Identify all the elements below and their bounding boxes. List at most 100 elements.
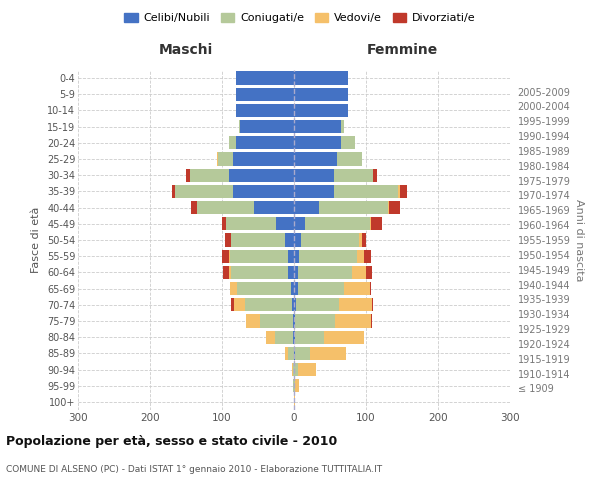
Bar bbox=[233, 152, 294, 166]
Text: COMUNE DI ALSENO (PC) - Dati ISTAT 1° gennaio 2010 - Elaborazione TUTTITALIA.IT: COMUNE DI ALSENO (PC) - Dati ISTAT 1° ge… bbox=[6, 465, 382, 474]
Bar bbox=[172, 185, 175, 198]
Bar bbox=[400, 185, 407, 198]
Bar bbox=[301, 234, 359, 246]
Bar bbox=[295, 314, 335, 328]
Bar bbox=[319, 201, 388, 214]
Bar bbox=[359, 234, 362, 246]
Bar bbox=[373, 168, 377, 182]
Bar bbox=[294, 168, 334, 182]
Bar bbox=[230, 250, 287, 263]
Bar bbox=[222, 250, 229, 263]
Bar bbox=[230, 234, 232, 246]
Bar bbox=[294, 217, 305, 230]
Bar bbox=[190, 168, 229, 182]
Bar bbox=[298, 363, 316, 376]
Bar bbox=[334, 168, 373, 182]
Bar bbox=[294, 298, 296, 312]
Bar bbox=[284, 346, 288, 360]
Bar bbox=[298, 282, 344, 295]
Bar bbox=[335, 314, 371, 328]
Bar bbox=[294, 346, 295, 360]
Bar bbox=[294, 152, 337, 166]
Bar bbox=[344, 282, 370, 295]
Text: Maschi: Maschi bbox=[159, 44, 213, 58]
Bar bbox=[294, 201, 319, 214]
Bar bbox=[295, 379, 299, 392]
Bar bbox=[266, 330, 275, 344]
Y-axis label: Fasce di età: Fasce di età bbox=[31, 207, 41, 273]
Bar bbox=[229, 250, 230, 263]
Bar bbox=[293, 379, 294, 392]
Bar bbox=[245, 298, 292, 312]
Bar bbox=[236, 88, 294, 101]
Bar bbox=[299, 250, 356, 263]
Bar bbox=[340, 298, 372, 312]
Bar bbox=[233, 185, 294, 198]
Bar bbox=[294, 363, 298, 376]
Bar bbox=[337, 152, 362, 166]
Y-axis label: Anni di nascita: Anni di nascita bbox=[574, 198, 584, 281]
Bar bbox=[229, 168, 294, 182]
Bar bbox=[229, 266, 230, 279]
Bar bbox=[334, 185, 398, 198]
Bar bbox=[294, 185, 334, 198]
Bar bbox=[237, 282, 291, 295]
Bar bbox=[223, 266, 229, 279]
Bar bbox=[225, 234, 230, 246]
Bar bbox=[398, 185, 400, 198]
Bar bbox=[294, 250, 299, 263]
Bar bbox=[294, 379, 295, 392]
Bar bbox=[371, 217, 382, 230]
Bar bbox=[298, 266, 352, 279]
Bar bbox=[230, 266, 288, 279]
Bar bbox=[366, 266, 372, 279]
Bar bbox=[236, 104, 294, 117]
Bar bbox=[218, 152, 233, 166]
Bar bbox=[291, 282, 294, 295]
Bar bbox=[294, 314, 295, 328]
Bar bbox=[239, 120, 240, 134]
Bar bbox=[294, 396, 295, 408]
Bar bbox=[293, 363, 294, 376]
Bar bbox=[191, 201, 197, 214]
Bar bbox=[292, 298, 294, 312]
Bar bbox=[292, 363, 293, 376]
Bar bbox=[352, 266, 366, 279]
Bar bbox=[294, 88, 348, 101]
Bar bbox=[246, 314, 260, 328]
Text: Popolazione per età, sesso e stato civile - 2010: Popolazione per età, sesso e stato civil… bbox=[6, 435, 337, 448]
Bar bbox=[217, 152, 218, 166]
Bar bbox=[388, 201, 389, 214]
Legend: Celibi/Nubili, Coniugati/e, Vedovi/e, Divorziati/e: Celibi/Nubili, Coniugati/e, Vedovi/e, Di… bbox=[120, 8, 480, 28]
Bar bbox=[232, 234, 286, 246]
Bar bbox=[294, 330, 295, 344]
Bar bbox=[341, 136, 355, 149]
Bar bbox=[222, 217, 226, 230]
Bar bbox=[226, 217, 276, 230]
Bar bbox=[230, 298, 234, 312]
Bar bbox=[370, 282, 371, 295]
Bar bbox=[294, 136, 341, 149]
Bar bbox=[305, 217, 370, 230]
Bar bbox=[371, 314, 373, 328]
Bar bbox=[294, 120, 341, 134]
Bar bbox=[260, 314, 293, 328]
Bar bbox=[288, 266, 294, 279]
Bar bbox=[295, 346, 310, 360]
Bar bbox=[254, 201, 294, 214]
Bar bbox=[356, 250, 364, 263]
Bar bbox=[293, 314, 294, 328]
Bar bbox=[362, 234, 366, 246]
Bar bbox=[294, 234, 301, 246]
Bar bbox=[341, 120, 344, 134]
Bar bbox=[296, 298, 340, 312]
Bar bbox=[370, 217, 371, 230]
Bar bbox=[197, 201, 254, 214]
Bar bbox=[229, 136, 236, 149]
Bar bbox=[389, 201, 400, 214]
Bar bbox=[287, 250, 294, 263]
Bar bbox=[295, 330, 324, 344]
Bar bbox=[324, 330, 364, 344]
Bar bbox=[294, 104, 348, 117]
Bar bbox=[175, 185, 233, 198]
